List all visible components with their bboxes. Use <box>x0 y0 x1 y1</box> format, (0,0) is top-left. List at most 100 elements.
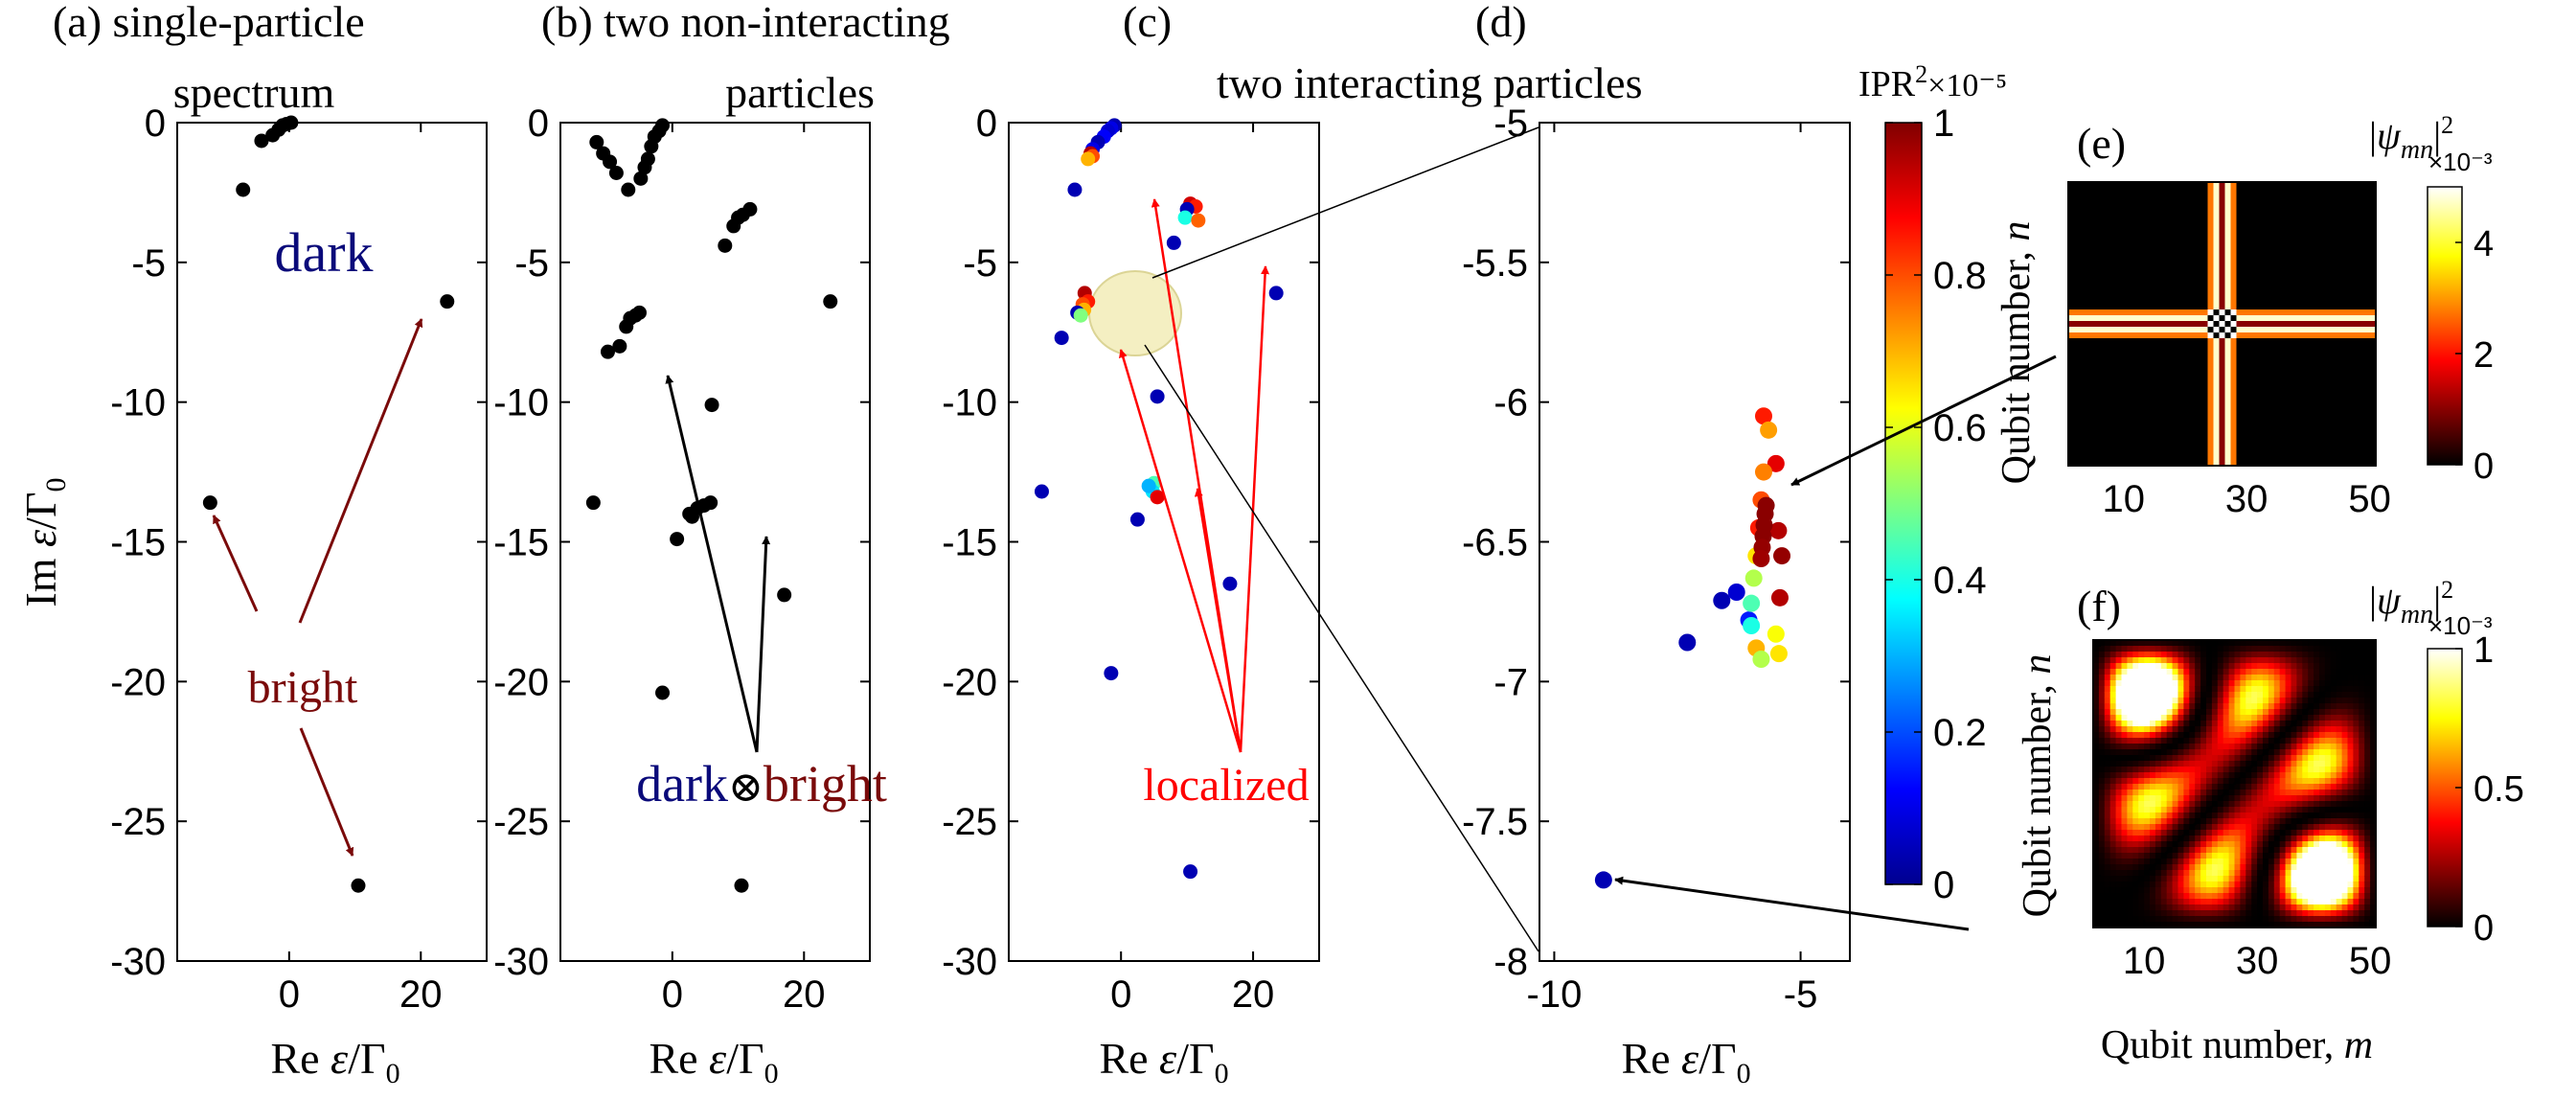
heat-cell <box>2263 772 2269 779</box>
heat-cell <box>2347 916 2354 923</box>
heat-cell <box>2109 761 2117 767</box>
heat-cell <box>2093 881 2100 888</box>
heat-cell <box>2353 853 2359 859</box>
heat-cell <box>2308 767 2314 773</box>
heat-cell <box>2251 778 2258 785</box>
heat-cell <box>2172 663 2179 670</box>
heat-cell <box>2217 870 2224 877</box>
heat-cell <box>2279 847 2287 854</box>
data-point <box>682 506 697 521</box>
heat-cell <box>2314 652 2320 658</box>
heat-cell <box>2189 640 2196 647</box>
panel-f-ylabel: Qubit number, n <box>2016 654 2060 918</box>
heat-cell <box>2240 744 2246 750</box>
heat-cell <box>2211 761 2219 767</box>
heat-cell <box>2189 784 2196 790</box>
heat-cell <box>2166 899 2174 905</box>
heat-cell <box>2347 680 2354 687</box>
heat-cell <box>2154 675 2162 681</box>
heat-cell <box>2263 922 2269 927</box>
heat-cell <box>2330 778 2337 785</box>
heat-cell <box>2121 646 2128 653</box>
heat-cell <box>2257 703 2264 710</box>
heat-cell <box>2319 870 2326 877</box>
heat-cell <box>2291 657 2297 664</box>
heat-cell <box>2245 767 2252 773</box>
heat-cell <box>2336 692 2343 698</box>
heat-cell <box>2093 922 2100 927</box>
heat-cell <box>2296 669 2303 675</box>
heat-cell <box>2217 813 2224 819</box>
bright-label: bright <box>248 662 358 713</box>
heat-cell <box>2341 853 2349 859</box>
heat-cell <box>2268 830 2275 836</box>
heat-cell <box>2177 887 2184 894</box>
heat-cell <box>2166 904 2174 911</box>
heat-cell <box>2273 910 2281 917</box>
heat-cell <box>2104 663 2111 670</box>
heat-cell <box>2104 732 2111 739</box>
data-point <box>644 139 659 154</box>
heat-cell <box>2324 703 2332 710</box>
heat-cell <box>2154 755 2162 762</box>
heat-cell <box>2285 749 2292 756</box>
heat-cell <box>2341 922 2349 927</box>
heat-cell <box>2104 916 2111 923</box>
heat-cell <box>2319 761 2326 767</box>
heat-cell <box>2160 761 2168 767</box>
heat-cell <box>2121 703 2128 710</box>
heat-cell <box>2370 721 2376 727</box>
heat-cell <box>2177 726 2184 733</box>
heat-cell <box>2132 738 2139 744</box>
heat-cell <box>2285 778 2292 785</box>
heat-cell <box>2263 910 2269 917</box>
heat-cell <box>2251 904 2258 911</box>
heat-cell <box>2302 778 2309 785</box>
heat-cell <box>2132 698 2139 704</box>
panel-f-diagonal <box>2091 638 2378 929</box>
bright-arrow-1 <box>298 318 423 624</box>
heat-cell <box>2251 893 2258 900</box>
heat-cell <box>2257 836 2264 842</box>
heat-cell <box>2268 853 2275 859</box>
data-point <box>1678 633 1697 652</box>
heat-cell <box>2279 830 2287 836</box>
heat-cell <box>2150 721 2156 727</box>
heat-cell <box>2177 807 2184 813</box>
heat-cell <box>2234 870 2241 877</box>
heat-cell <box>2251 881 2258 888</box>
heat-cell <box>2098 721 2106 727</box>
heat-cell <box>2211 721 2219 727</box>
heat-cell <box>2308 813 2314 819</box>
heat-cell <box>2115 790 2123 796</box>
heat-cell <box>2336 801 2343 808</box>
heat-cell <box>2160 663 2168 670</box>
panel-b-points <box>585 118 838 893</box>
heat-cell <box>2104 824 2111 831</box>
heat-cell <box>2211 830 2219 836</box>
heat-cell <box>2183 836 2190 842</box>
panel-a-ticks: 0-5-10-15-20-25-300 20 <box>110 103 487 1016</box>
heat-cell <box>2240 853 2246 859</box>
heat-cell <box>2132 807 2139 813</box>
heat-cell <box>2302 744 2309 750</box>
ytick-label: -10 <box>110 382 166 424</box>
heat-cell <box>2172 887 2179 894</box>
heat-cell <box>2115 887 2123 894</box>
heat-cell <box>2150 680 2156 687</box>
heat-cell <box>2359 887 2365 894</box>
heat-cell <box>2177 749 2184 756</box>
heat-cell <box>2308 899 2314 905</box>
heat-cell <box>2217 830 2224 836</box>
heat-cell <box>2195 790 2201 796</box>
heat-cell <box>2093 859 2100 865</box>
heat-cell <box>2160 887 2168 894</box>
heat-cell <box>2330 841 2337 848</box>
heat-cell <box>2370 744 2376 750</box>
heat-cell <box>2223 795 2230 802</box>
heat-cell <box>2291 881 2297 888</box>
heat-cell <box>2234 709 2241 716</box>
heat-cell <box>2341 703 2349 710</box>
heat-cell <box>2183 675 2190 681</box>
heat-cell <box>2138 870 2145 877</box>
